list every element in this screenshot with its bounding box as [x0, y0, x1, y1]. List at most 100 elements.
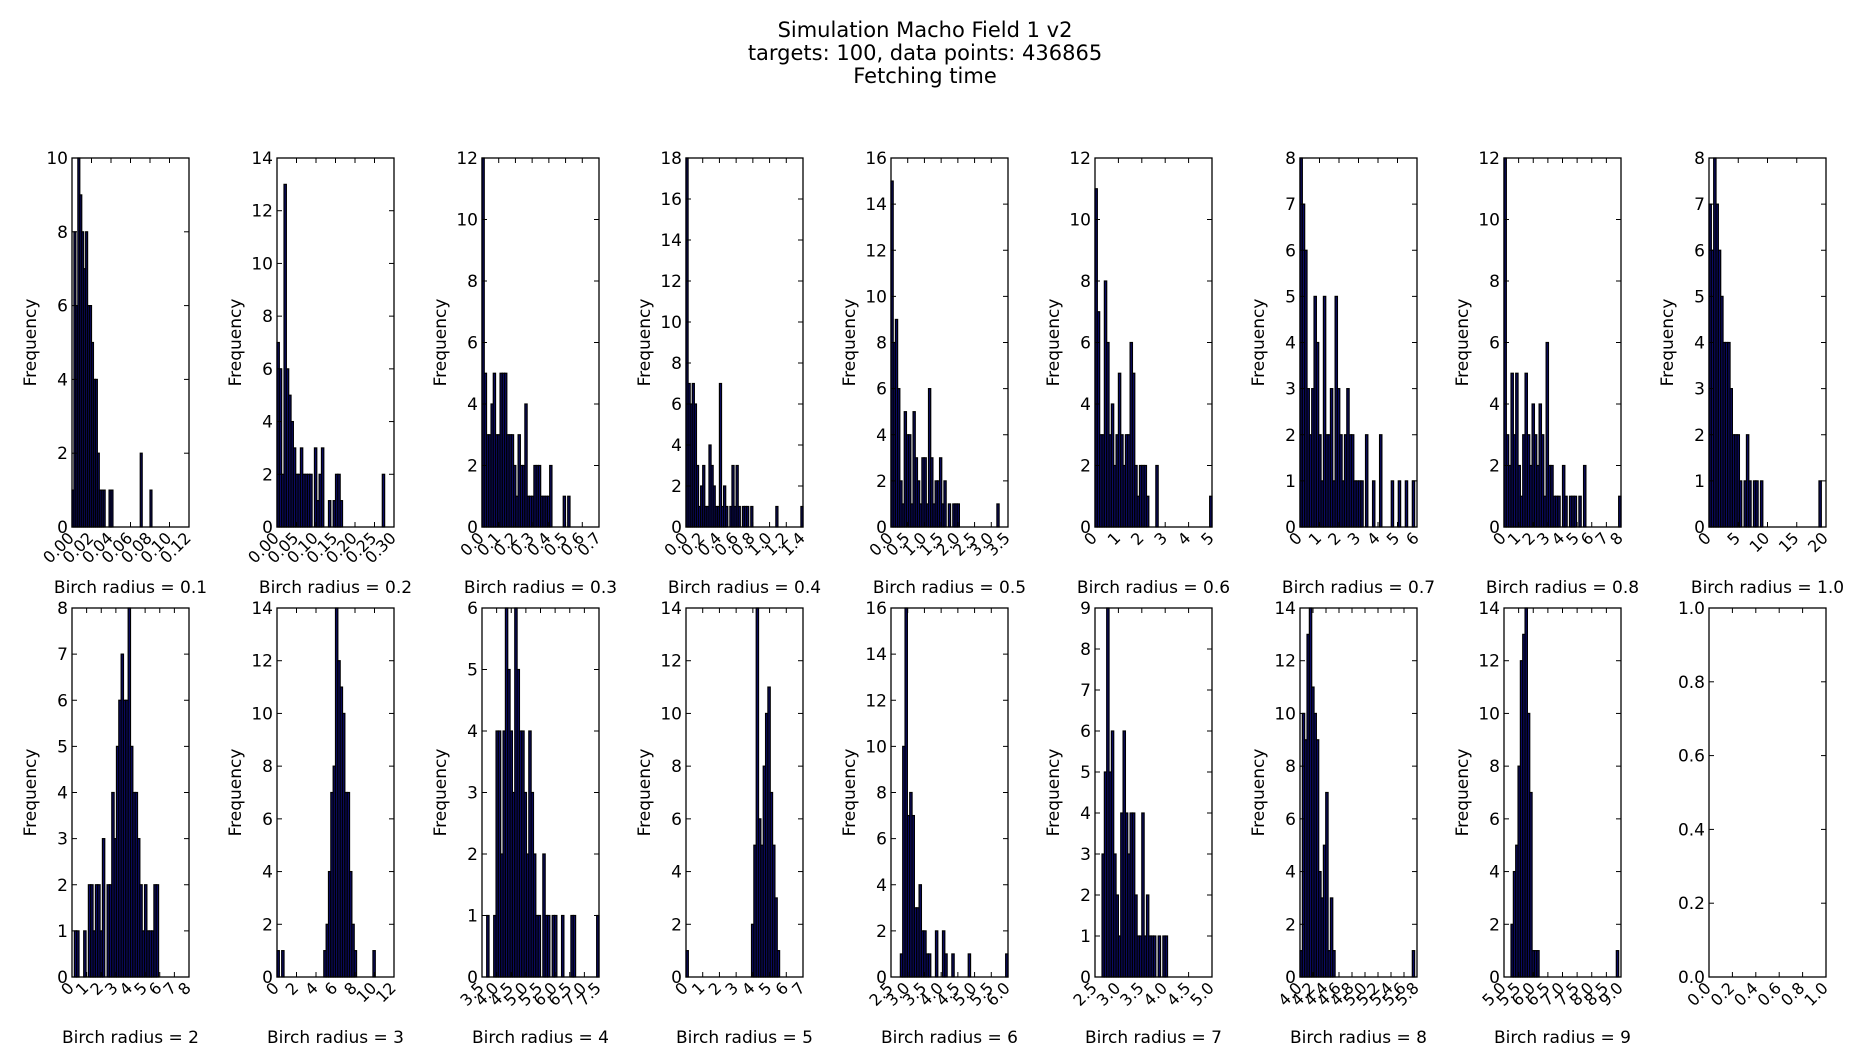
- y-tick-label: 6: [262, 810, 273, 830]
- y-tick-label: 10: [1069, 211, 1091, 231]
- histogram-bar: [486, 914, 490, 978]
- y-tick-label: 6: [1489, 810, 1500, 830]
- y-tick-label: 2: [1489, 915, 1500, 935]
- histogram-bar: [996, 503, 1000, 528]
- histogram-bar: [572, 914, 577, 978]
- x-tick-label: 3: [1150, 528, 1171, 549]
- histogram-bar: [139, 452, 143, 528]
- histogram-bar: [381, 473, 386, 528]
- x-axis-label: Birch radius = 2: [62, 1028, 199, 1048]
- y-tick-label: 2: [1080, 886, 1091, 906]
- x-axis-label: Birch radius = 4: [472, 1028, 609, 1048]
- y-tick-label: 0: [262, 518, 273, 538]
- y-tick-label: 6: [467, 334, 478, 354]
- y-tick-label: 0: [57, 518, 68, 538]
- y-tick-label: 6: [876, 380, 887, 400]
- y-tick-label: 8: [876, 784, 887, 804]
- y-tick-label: 12: [1478, 149, 1500, 169]
- histogram-bar: [1759, 480, 1764, 528]
- y-axis-label: Frequency: [840, 299, 860, 387]
- y-axis-label: Frequency: [1249, 299, 1269, 387]
- y-tick-label: 1: [1694, 472, 1705, 492]
- y-tick-label: 8: [671, 757, 682, 777]
- histogram-bar: [149, 489, 153, 528]
- histogram-panel-16: 024681012144.04.24.44.64.85.05.25.45.65.…: [1249, 599, 1427, 1048]
- y-tick-label: 4: [876, 876, 887, 896]
- histogram-panel-2: 024681012140.000.050.100.150.200.250.30F…: [226, 149, 412, 598]
- y-tick-label: 12: [865, 241, 887, 261]
- histogram-bar: [737, 505, 741, 528]
- x-tick-label: 12: [372, 978, 400, 1006]
- histogram-bar: [1145, 495, 1150, 528]
- y-axis-label: Frequency: [431, 299, 451, 387]
- x-axis-label: Birch radius = 0.4: [668, 578, 821, 598]
- histogram-bar: [102, 489, 106, 528]
- bars: [73, 607, 160, 978]
- histogram-bar: [1615, 950, 1620, 978]
- y-tick-label: 3: [1080, 845, 1091, 865]
- bars: [276, 607, 376, 978]
- x-axis-label: Birch radius = 0.2: [259, 578, 412, 598]
- bars: [481, 157, 571, 528]
- y-tick-label: 8: [671, 354, 682, 374]
- histogram-bar: [1557, 495, 1561, 528]
- y-tick-label: 0: [57, 968, 68, 988]
- y-tick-label: 0.8: [1678, 673, 1705, 693]
- y-tick-label: 8: [1694, 149, 1705, 169]
- y-tick-label: 10: [865, 287, 887, 307]
- subplot-grid: 02468100.000.020.040.060.080.100.12Frequ…: [21, 149, 1844, 1048]
- y-tick-label: 0: [876, 518, 887, 538]
- y-tick-label: 8: [57, 223, 68, 243]
- x-tick-label: 1: [688, 978, 709, 999]
- x-axis-label: Birch radius = 8: [1290, 1028, 1427, 1048]
- histogram-bar: [1397, 480, 1402, 528]
- y-tick-label: 0: [1080, 518, 1091, 538]
- y-tick-label: 4: [57, 370, 68, 390]
- histogram-bar: [281, 950, 285, 978]
- y-tick-label: 0: [1489, 968, 1500, 988]
- y-axis-label: Frequency: [1044, 749, 1064, 837]
- y-tick-label: 10: [456, 211, 478, 231]
- y-tick-label: 4: [262, 863, 273, 883]
- y-axis-label: Frequency: [840, 749, 860, 837]
- y-axis-label: Frequency: [1453, 299, 1473, 387]
- x-tick-label: 7: [788, 978, 809, 999]
- x-tick-label: 4: [738, 978, 759, 999]
- x-tick-label: 1.0: [1800, 978, 1831, 1009]
- y-tick-label: 2: [57, 876, 68, 896]
- y-tick-label: 8: [262, 757, 273, 777]
- x-tick-label: 5: [1723, 528, 1744, 549]
- histogram-bar: [83, 930, 87, 978]
- histogram-bar: [101, 838, 106, 978]
- y-tick-label: 6: [876, 830, 887, 850]
- x-tick-label: 8: [1606, 528, 1627, 549]
- x-tick-label: 2: [1324, 528, 1345, 549]
- y-tick-label: 8: [1285, 757, 1296, 777]
- x-tick-label: 5: [755, 978, 776, 999]
- x-tick-label: 8: [174, 978, 195, 999]
- y-tick-label: 0: [1285, 518, 1296, 538]
- histogram-bar: [934, 930, 939, 978]
- x-tick-label: 20: [1804, 528, 1832, 556]
- y-axis-label: Frequency: [21, 299, 41, 387]
- bars: [685, 607, 781, 978]
- histogram-bar: [549, 464, 553, 528]
- x-axis-label: Birch radius = 0.1: [54, 578, 207, 598]
- x-axis-label: Birch radius = 5: [676, 1028, 813, 1048]
- y-tick-label: 10: [865, 737, 887, 757]
- y-tick-label: 4: [1489, 863, 1500, 883]
- histogram-bar: [1378, 434, 1383, 528]
- histogram-bar: [546, 914, 551, 978]
- histogram-bar: [76, 930, 80, 978]
- y-tick-label: 0: [1694, 518, 1705, 538]
- y-tick-label: 10: [1274, 704, 1296, 724]
- y-axis-label: Frequency: [21, 749, 41, 837]
- y-tick-label: 14: [865, 645, 887, 665]
- y-tick-label: 5: [467, 661, 478, 681]
- y-axis-label: Frequency: [1044, 299, 1064, 387]
- y-tick-label: 6: [57, 297, 68, 317]
